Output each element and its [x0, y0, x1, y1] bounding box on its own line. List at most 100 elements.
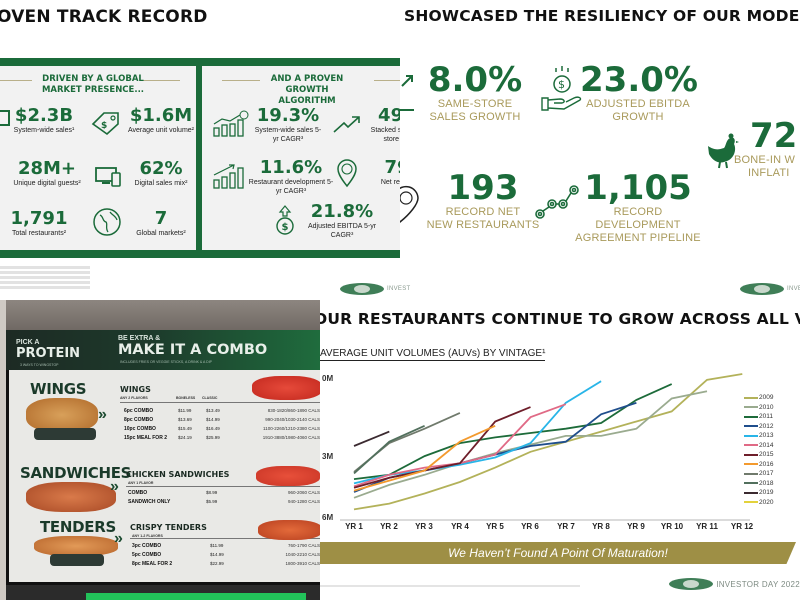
maturation-banner: We Haven’t Found A Point Of Maturation! — [320, 542, 796, 564]
combo-photo — [252, 376, 320, 400]
legend-swatch — [744, 434, 758, 437]
legend-item: 2010 — [744, 403, 773, 413]
legend-label: 2016 — [759, 460, 774, 468]
kpi-bone-in-wing-inflation: 72 BONE-IN W INFLATI — [734, 116, 798, 179]
legend-label: 2015 — [759, 451, 774, 459]
kpi-net-new-restaurants: 193 RECORD NET NEW RESTAURANTS — [426, 168, 540, 231]
tenders-combo-photo — [258, 520, 320, 540]
divider — [130, 538, 320, 539]
legend-swatch — [744, 396, 758, 399]
legend-swatch — [744, 425, 758, 428]
series-line-2009 — [353, 373, 743, 511]
legend-label: 2014 — [759, 441, 774, 449]
metric-digital-mix: 62% Digital sales mix² — [134, 158, 188, 188]
svg-text:$: $ — [282, 222, 289, 233]
slide-title: OVEN TRACK RECORD — [0, 7, 208, 27]
bar-chart-arrow-icon — [213, 164, 244, 189]
price-tag-icon: $ — [91, 112, 119, 136]
menu-header: PICK A PROTEIN 3 WAYS TO WINGSTOP BE EXT… — [6, 330, 320, 370]
legend-item: 2016 — [744, 460, 773, 470]
legend-item: 2019 — [744, 488, 773, 498]
kpi-development-pipeline: 1,105 RECORD DEVELOPMENT AGREEMENT PIPEL… — [575, 168, 701, 244]
chevron-right-icon: » — [114, 530, 123, 547]
kpi-adjusted-ebitda: 23.0% ADJUSTED EBITDA GROWTH — [580, 60, 698, 123]
panel-heading: DRIVEN BY A GLOBAL MARKET PRESENCE... — [41, 74, 145, 95]
slide-proven-track-record: OVEN TRACK RECORD DRIVEN BY A GLOBAL MAR… — [0, 0, 400, 300]
sandwich-photo — [26, 482, 116, 512]
category-sandwiches: SANDWICHES — [20, 464, 132, 482]
legend-item: 2017 — [744, 469, 773, 479]
metric-global-markets: 7 Global markets² — [136, 208, 186, 238]
divider — [374, 80, 400, 81]
legend-swatch — [744, 501, 758, 504]
metric-digital-guests: 28M+ Unique digital guests² — [13, 158, 81, 188]
metric-development-cagr: 11.6% Restaurant development 5-yr CAGR³ — [248, 157, 334, 196]
wings-basket — [34, 428, 96, 440]
global-presence-panel: DRIVEN BY A GLOBAL MARKET PRESENCE... $2… — [0, 66, 196, 250]
location-pin-icon — [400, 185, 419, 223]
menu-board-photo: PICK A PROTEIN 3 WAYS TO WINGSTOP BE EXT… — [0, 300, 320, 600]
sandwich-combo-photo — [256, 466, 320, 486]
globe-icon — [93, 208, 121, 236]
wingstop-logo: INVEST — [740, 283, 800, 295]
metric-sales-cagr: 19.3% System-wide sales 5-yr CAGR³ — [254, 105, 322, 144]
kpi-same-store-sales: 8.0% SAME-STORE SALES GROWTH — [427, 60, 523, 123]
chevron-right-icon: » — [110, 478, 119, 495]
investor-day-logo: INVESTOR DAY 2022 — [669, 578, 800, 590]
legend-label: 2020 — [759, 498, 774, 506]
legend-swatch — [744, 463, 758, 466]
tenders-photo — [34, 536, 118, 556]
wings-photo — [26, 398, 98, 432]
series-line-2016 — [353, 424, 496, 492]
legend-swatch — [744, 491, 758, 494]
metric-system-sales: $2.3B System-wide sales¹ — [13, 105, 75, 135]
legend-swatch — [744, 406, 758, 409]
divider — [222, 80, 260, 81]
series-line-2019 — [353, 430, 390, 447]
chevron-right-icon: » — [98, 406, 107, 423]
metric-ebitda-cagr: 21.8% Adjusted EBITDA 5-yr CAGR³ — [307, 201, 377, 240]
bar-chart-dollar-icon — [213, 110, 249, 137]
legend-label: 2013 — [759, 432, 774, 440]
slide-auv-by-vintage: INVEST INVEST OUR RESTAURANTS CONTINUE T… — [320, 280, 800, 600]
wall — [0, 300, 6, 600]
trend-up-icon — [333, 116, 360, 133]
legend-item: 2020 — [744, 498, 773, 508]
metrics-frame: DRIVEN BY A GLOBAL MARKET PRESENCE... $2… — [0, 58, 400, 258]
legend-label: 2017 — [759, 470, 774, 478]
wing-logo-icon — [340, 283, 384, 295]
chart-legend: 2009 2010 2011 2012 2013 2014 2015 2016 2017 2018… — [744, 393, 773, 507]
divider — [126, 486, 320, 487]
legend-label: 2009 — [759, 394, 774, 402]
legend-swatch — [744, 482, 758, 485]
metric-net-restaurants: 79 Net restau — [380, 157, 400, 187]
money-bag-icon: $ — [276, 205, 294, 235]
slide-title: SHOWCASED THE RESILIENCY OF OUR MODEL — [404, 7, 800, 25]
legend-item: 2012 — [744, 422, 773, 432]
legend-label: 2010 — [759, 403, 774, 411]
pipeline-icon — [535, 185, 579, 219]
series-line-2010 — [353, 390, 708, 499]
legend-item: 2015 — [744, 450, 773, 460]
tenders-basket — [50, 554, 104, 566]
legend-item: 2013 — [744, 431, 773, 441]
step-protein: PROTEIN — [16, 346, 81, 361]
hand-coin-icon: $ — [541, 66, 582, 111]
category-tenders: TENDERS — [40, 518, 116, 536]
legend-swatch — [744, 453, 758, 456]
slide-title: OUR RESTAURANTS CONTINUE TO GROW ACROSS … — [320, 310, 800, 328]
divider — [0, 80, 32, 81]
step-combo: MAKE IT A COMBO — [118, 342, 268, 358]
metric-total-restaurants: 1,791 Total restaurants² — [10, 208, 68, 238]
legend-label: 2018 — [759, 479, 774, 487]
chicken-icon — [708, 133, 739, 169]
devices-icon — [95, 167, 121, 187]
ceiling — [0, 300, 320, 334]
menu-board: PICK A PROTEIN 3 WAYS TO WINGSTOP BE EXT… — [6, 330, 320, 585]
wingstop-logo: INVEST — [340, 283, 410, 295]
legend-item: 2018 — [744, 479, 773, 489]
legend-item: 2011 — [744, 412, 773, 422]
series-line-2013 — [353, 380, 602, 485]
svg-text:$: $ — [558, 78, 565, 91]
divider — [142, 80, 180, 81]
